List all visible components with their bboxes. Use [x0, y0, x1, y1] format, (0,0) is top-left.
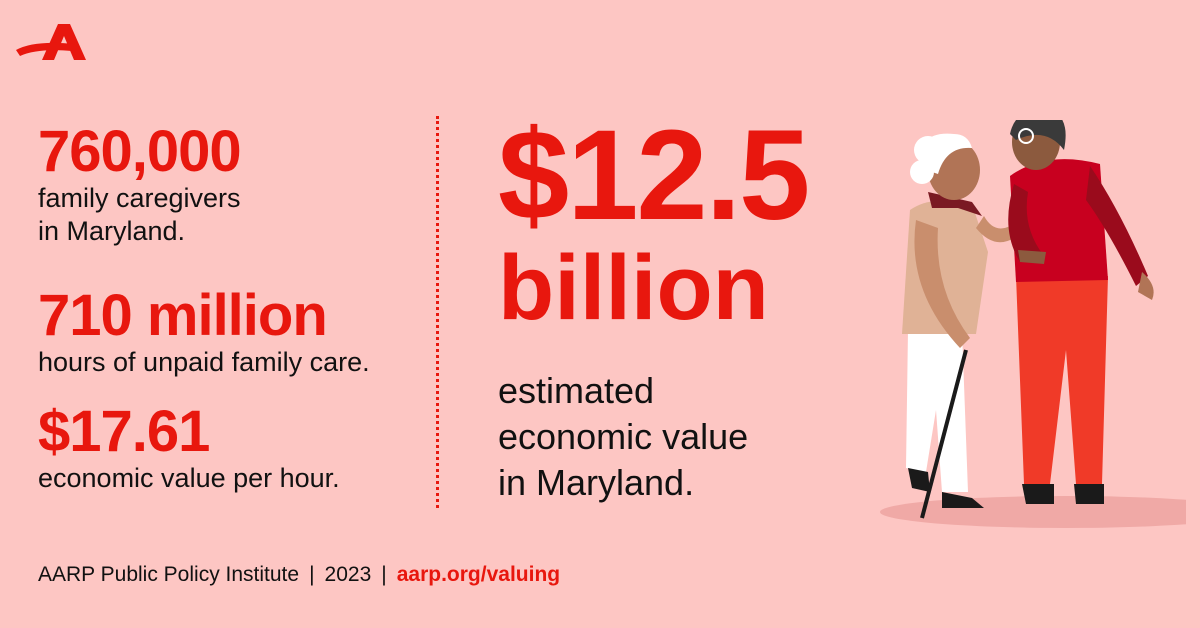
hero-stat: $12.5 billion estimated economic value i… [498, 104, 810, 506]
hero-unit: billion [498, 237, 769, 339]
hero-line-3: in Maryland. [498, 462, 695, 503]
hero-line-2: economic value [498, 416, 749, 457]
footer-link[interactable]: aarp.org/valuing [396, 563, 561, 586]
caregiver-with-elder-illustration-icon [880, 120, 1186, 528]
aarp-logo-icon[interactable] [14, 20, 90, 64]
hero-line-1: estimated [498, 370, 655, 411]
footer: AARP Public Policy Institute | 2023 | aarp.o… [38, 563, 560, 587]
stat-hours-value: 710 million [38, 283, 328, 348]
stat-caregivers-line-2: in Maryland. [38, 216, 186, 246]
stat-hourly-value-line-1: economic value per hour. [38, 463, 340, 493]
stat-caregivers: 760,000 family caregivers in Maryland. [38, 119, 242, 248]
dotted-divider [436, 116, 439, 508]
footer-separator: | [309, 563, 315, 586]
stat-hourly-value-number: $17.61 [38, 399, 210, 464]
stat-caregivers-value: 760,000 [38, 119, 242, 184]
stat-caregivers-line-1: family caregivers [38, 183, 241, 213]
footer-year: 2023 [324, 563, 372, 586]
stat-hours-line-1: hours of unpaid family care. [38, 347, 370, 377]
footer-separator: | [381, 563, 387, 586]
stat-hourly-value: $17.61 economic value per hour. [38, 402, 340, 495]
hero-value: $12.5 [498, 104, 810, 247]
footer-source: AARP Public Policy Institute [38, 563, 300, 586]
stat-hours: 710 million hours of unpaid family care. [38, 286, 370, 379]
